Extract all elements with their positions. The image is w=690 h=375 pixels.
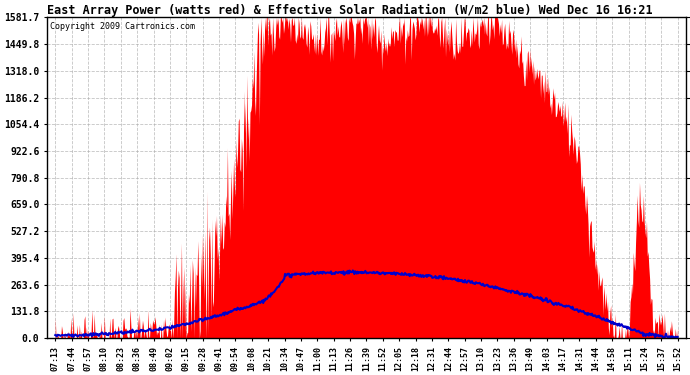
- Text: Copyright 2009 Cartronics.com: Copyright 2009 Cartronics.com: [50, 22, 195, 31]
- Text: East Array Power (watts red) & Effective Solar Radiation (W/m2 blue) Wed Dec 16 : East Array Power (watts red) & Effective…: [47, 4, 653, 17]
